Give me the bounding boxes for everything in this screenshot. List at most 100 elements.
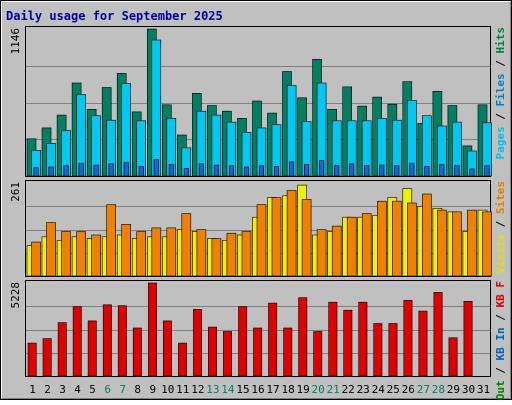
bar-pages-day-11 — [183, 168, 189, 177]
bar-sites-day-1 — [31, 241, 41, 277]
bar-sites-day-3 — [61, 231, 71, 277]
bar-pages-day-21 — [334, 165, 340, 177]
bar-kb-f-day-21 — [328, 301, 338, 377]
x-tick-day-13: 13 — [206, 383, 219, 396]
x-tick-day-30: 30 — [462, 383, 475, 396]
bar-kb-f-day-25 — [388, 323, 398, 377]
bar-sites-day-18 — [286, 190, 297, 277]
panel-2-legend: Visits / Sites — [494, 181, 507, 274]
x-tick-day-29: 29 — [447, 383, 460, 396]
bar-sites-day-21 — [331, 225, 342, 277]
panel-3: 5228KB Out / KB In / KB F — [9, 280, 507, 405]
panel-2: 261 Visits / Sites — [9, 180, 507, 277]
bar-sites-day-28 — [437, 209, 447, 277]
bar-sites-day-9 — [151, 227, 162, 277]
bar-kb-f-day-30 — [463, 300, 473, 377]
bar-kb-f-day-22 — [343, 309, 353, 377]
bar-kb-f-day-24 — [373, 323, 383, 377]
bar-sites-day-2 — [46, 222, 56, 277]
bar-kb-f-day-10 — [163, 320, 172, 377]
bar-kb-f-day-29 — [448, 337, 458, 377]
x-tick-day-21: 21 — [327, 383, 340, 396]
x-tick-day-20: 20 — [311, 383, 324, 396]
bar-sites-day-4 — [76, 231, 86, 277]
bar-kb-f-day-16 — [253, 327, 263, 377]
bar-pages-day-6 — [108, 163, 114, 177]
bar-pages-day-2 — [48, 166, 54, 177]
legend-separator: / — [494, 308, 507, 328]
bar-files-day-7 — [121, 83, 131, 177]
bar-pages-day-25 — [394, 165, 400, 177]
bar-kb-f-day-7 — [117, 305, 127, 377]
x-tick-day-10: 10 — [161, 383, 174, 396]
bar-pages-day-16 — [258, 165, 265, 177]
bar-pages-day-8 — [138, 166, 144, 177]
bar-pages-day-12 — [198, 163, 204, 177]
bar-kb-f-day-19 — [298, 297, 308, 377]
x-tick-day-19: 19 — [296, 383, 309, 396]
x-tick-day-7: 7 — [119, 383, 126, 396]
x-tick-day-16: 16 — [251, 383, 264, 396]
x-tick-day-27: 27 — [417, 383, 430, 396]
bar-kb-f-day-17 — [268, 302, 278, 377]
bar-kb-f-day-2 — [42, 338, 52, 377]
bar-pages-day-22 — [349, 163, 355, 177]
panel-2-max-label: 261 — [9, 182, 22, 202]
bar-sites-day-15 — [241, 231, 252, 277]
bar-sites-day-29 — [452, 211, 462, 277]
bar-pages-day-9 — [153, 159, 159, 177]
bar-pages-day-15 — [243, 166, 249, 177]
bar-sites-day-14 — [226, 232, 237, 277]
bar-pages-day-31 — [484, 165, 490, 177]
legend-kb-out: KB Out — [494, 380, 507, 400]
x-tick-day-14: 14 — [221, 383, 235, 396]
bar-sites-day-16 — [256, 204, 267, 277]
x-tick-day-28: 28 — [432, 383, 445, 396]
x-tick-day-15: 15 — [236, 383, 249, 396]
x-tick-day-26: 26 — [402, 383, 415, 396]
panel-1-legend: Pages / Files / Hits — [494, 27, 507, 160]
bar-kb-f-day-8 — [132, 327, 142, 377]
chart-title: Daily usage for September 2025 — [6, 9, 223, 23]
legend-pages: Pages — [494, 126, 507, 159]
bar-sites-day-30 — [467, 209, 477, 277]
bar-sites-day-10 — [166, 227, 177, 277]
x-tick-day-23: 23 — [357, 383, 370, 396]
bar-pages-day-1 — [33, 167, 39, 177]
bar-kb-f-day-15 — [238, 306, 248, 377]
bar-pages-day-3 — [63, 165, 69, 177]
bar-sites-day-25 — [391, 200, 402, 277]
bar-kb-f-day-6 — [102, 304, 112, 377]
bar-pages-day-5 — [93, 164, 99, 177]
bar-kb-f-day-9 — [148, 282, 157, 377]
bar-pages-day-24 — [379, 164, 385, 177]
bar-pages-day-13 — [213, 164, 219, 177]
bar-sites-day-19 — [301, 199, 312, 277]
bar-sites-day-23 — [361, 213, 372, 277]
legend-separator: / — [494, 214, 507, 234]
bar-pages-day-18 — [288, 161, 295, 177]
x-tick-day-12: 12 — [191, 383, 204, 396]
bar-pages-day-19 — [303, 164, 310, 177]
legend-files: Files — [494, 73, 507, 106]
legend-sites: Sites — [494, 181, 507, 214]
bar-kb-f-day-13 — [208, 326, 217, 377]
bar-sites-day-31 — [482, 211, 492, 277]
bar-kb-f-day-27 — [418, 310, 428, 377]
bar-sites-day-27 — [421, 193, 432, 277]
bar-kb-f-day-14 — [223, 331, 232, 377]
bar-pages-day-29 — [454, 165, 460, 177]
legend-separator: / — [494, 361, 507, 381]
bar-pages-day-17 — [273, 166, 280, 177]
x-tick-day-8: 8 — [134, 383, 141, 396]
bar-kb-f-day-12 — [193, 308, 202, 377]
x-tick-day-25: 25 — [387, 383, 400, 396]
x-tick-day-2: 2 — [44, 383, 51, 396]
panel-3-legend: KB Out / KB In / KB F — [494, 281, 507, 400]
legend-separator: / — [494, 107, 507, 127]
bar-sites-day-20 — [316, 229, 327, 277]
panel-1: 1146 Pages / Files / Hits — [9, 26, 507, 177]
bar-kb-f-day-28 — [433, 292, 443, 377]
bar-pages-day-23 — [364, 165, 370, 177]
